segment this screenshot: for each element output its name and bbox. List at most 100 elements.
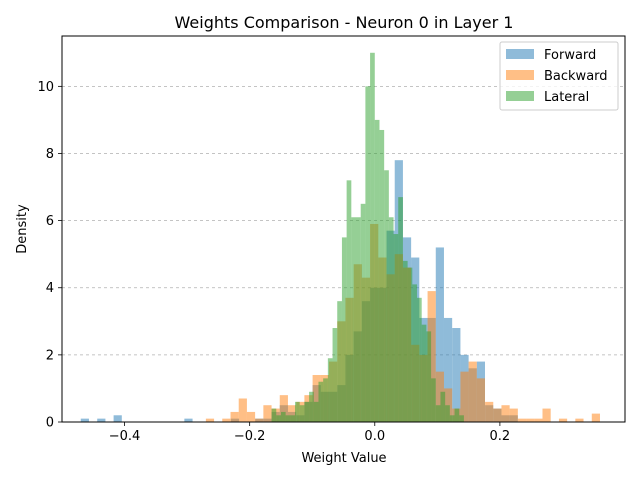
y-tick-label: 10 (37, 80, 54, 95)
backward-bar (517, 418, 527, 422)
backward-bar (427, 291, 436, 422)
legend-label-backward: Backward (544, 69, 608, 84)
lateral-bar (454, 408, 460, 422)
series-lateral (271, 52, 464, 423)
lateral-bar (374, 119, 380, 423)
y-tick-label: 0 (46, 416, 54, 431)
lateral-bar (435, 405, 441, 422)
y-tick-label: 4 (46, 281, 54, 296)
backward-bar (468, 361, 477, 422)
legend-swatch-backward (506, 70, 534, 80)
forward-bar (435, 247, 444, 422)
forward-bar (80, 418, 89, 422)
lateral-bar (332, 328, 338, 422)
lateral-bar (360, 203, 366, 422)
lateral-bar (309, 391, 314, 422)
backward-bar (509, 408, 518, 422)
lateral-bar (351, 217, 357, 422)
legend-label-forward: Forward (544, 48, 596, 63)
lateral-bar (398, 197, 403, 422)
lateral-bar (379, 129, 385, 422)
backward-bar (493, 408, 502, 422)
x-axis-ticks: −0.4 −0.2 0.0 0.2 (109, 422, 510, 444)
histogram-bars (80, 52, 600, 423)
forward-bar (452, 328, 461, 422)
lateral-bar (445, 405, 450, 422)
lateral-bar (276, 415, 281, 422)
backward-bar (476, 378, 486, 422)
lateral-bar (440, 391, 446, 422)
lateral-bar (313, 401, 319, 422)
lateral-bar (295, 401, 300, 422)
lateral-bar (393, 234, 399, 422)
y-tick-label: 6 (46, 214, 54, 229)
lateral-bar (459, 415, 464, 422)
backward-bar (526, 418, 535, 422)
forward-bar (113, 415, 122, 422)
lateral-bar (299, 405, 305, 422)
y-tick-label: 2 (46, 348, 54, 363)
lateral-bar (426, 331, 432, 422)
lateral-bar (402, 260, 408, 422)
lateral-bar (431, 378, 436, 422)
lateral-bar (346, 180, 352, 422)
x-tick-label: −0.2 (234, 429, 266, 444)
lateral-bar (304, 401, 310, 422)
y-axis-label: Density (15, 204, 30, 254)
backward-bar (435, 371, 444, 422)
lateral-bar (290, 415, 296, 422)
backward-bar (591, 413, 600, 422)
lateral-bar (356, 217, 361, 422)
backward-bar (255, 418, 264, 422)
lateral-bar (412, 284, 418, 422)
backward-bar (279, 395, 288, 422)
lateral-bar (384, 170, 389, 422)
lateral-bar (323, 378, 328, 422)
legend-label-lateral: Lateral (544, 90, 589, 105)
x-tick-label: 0.0 (364, 429, 385, 444)
backward-bar (230, 411, 239, 422)
backward-bar (501, 405, 510, 422)
backward-bar (542, 408, 551, 422)
lateral-bar (407, 267, 413, 422)
lateral-bar (417, 297, 422, 422)
backward-bar (485, 401, 494, 422)
y-tick-label: 8 (46, 147, 54, 162)
backward-bar (534, 418, 543, 422)
backward-bar (205, 418, 215, 422)
x-tick-label: 0.2 (490, 429, 511, 444)
chart-title: Weights Comparison - Neuron 0 in Layer 1 (175, 13, 514, 32)
plot-frame (61, 35, 626, 423)
lateral-bar (421, 324, 427, 422)
lateral-bar (370, 52, 375, 423)
lateral-bar (285, 415, 291, 422)
lateral-bar (388, 217, 394, 422)
backward-bar (312, 375, 321, 422)
lateral-bar (280, 411, 286, 422)
backward-bar (575, 418, 584, 422)
lateral-bar (318, 381, 324, 422)
lateral-bar (337, 301, 342, 422)
backward-bar (558, 418, 568, 422)
legend: Forward Backward Lateral (499, 41, 619, 111)
legend-swatch-lateral (506, 91, 534, 101)
lateral-bar (341, 237, 347, 422)
y-axis-ticks: 0 2 4 6 8 10 (37, 80, 62, 431)
backward-bar (222, 418, 231, 422)
forward-bar (184, 418, 193, 422)
lateral-bar (271, 408, 277, 422)
lateral-bar (327, 358, 333, 422)
backward-bar (287, 405, 297, 422)
backward-bar (246, 411, 256, 422)
backward-bar (263, 405, 272, 422)
forward-bar (443, 317, 453, 422)
legend-swatch-forward (506, 49, 534, 59)
backward-bar (238, 398, 247, 422)
x-tick-label: −0.4 (109, 429, 141, 444)
lateral-bar (365, 86, 371, 422)
forward-bar (97, 418, 106, 422)
x-axis-label: Weight Value (301, 451, 386, 466)
backward-bar (460, 371, 469, 422)
lateral-bar (449, 415, 455, 422)
